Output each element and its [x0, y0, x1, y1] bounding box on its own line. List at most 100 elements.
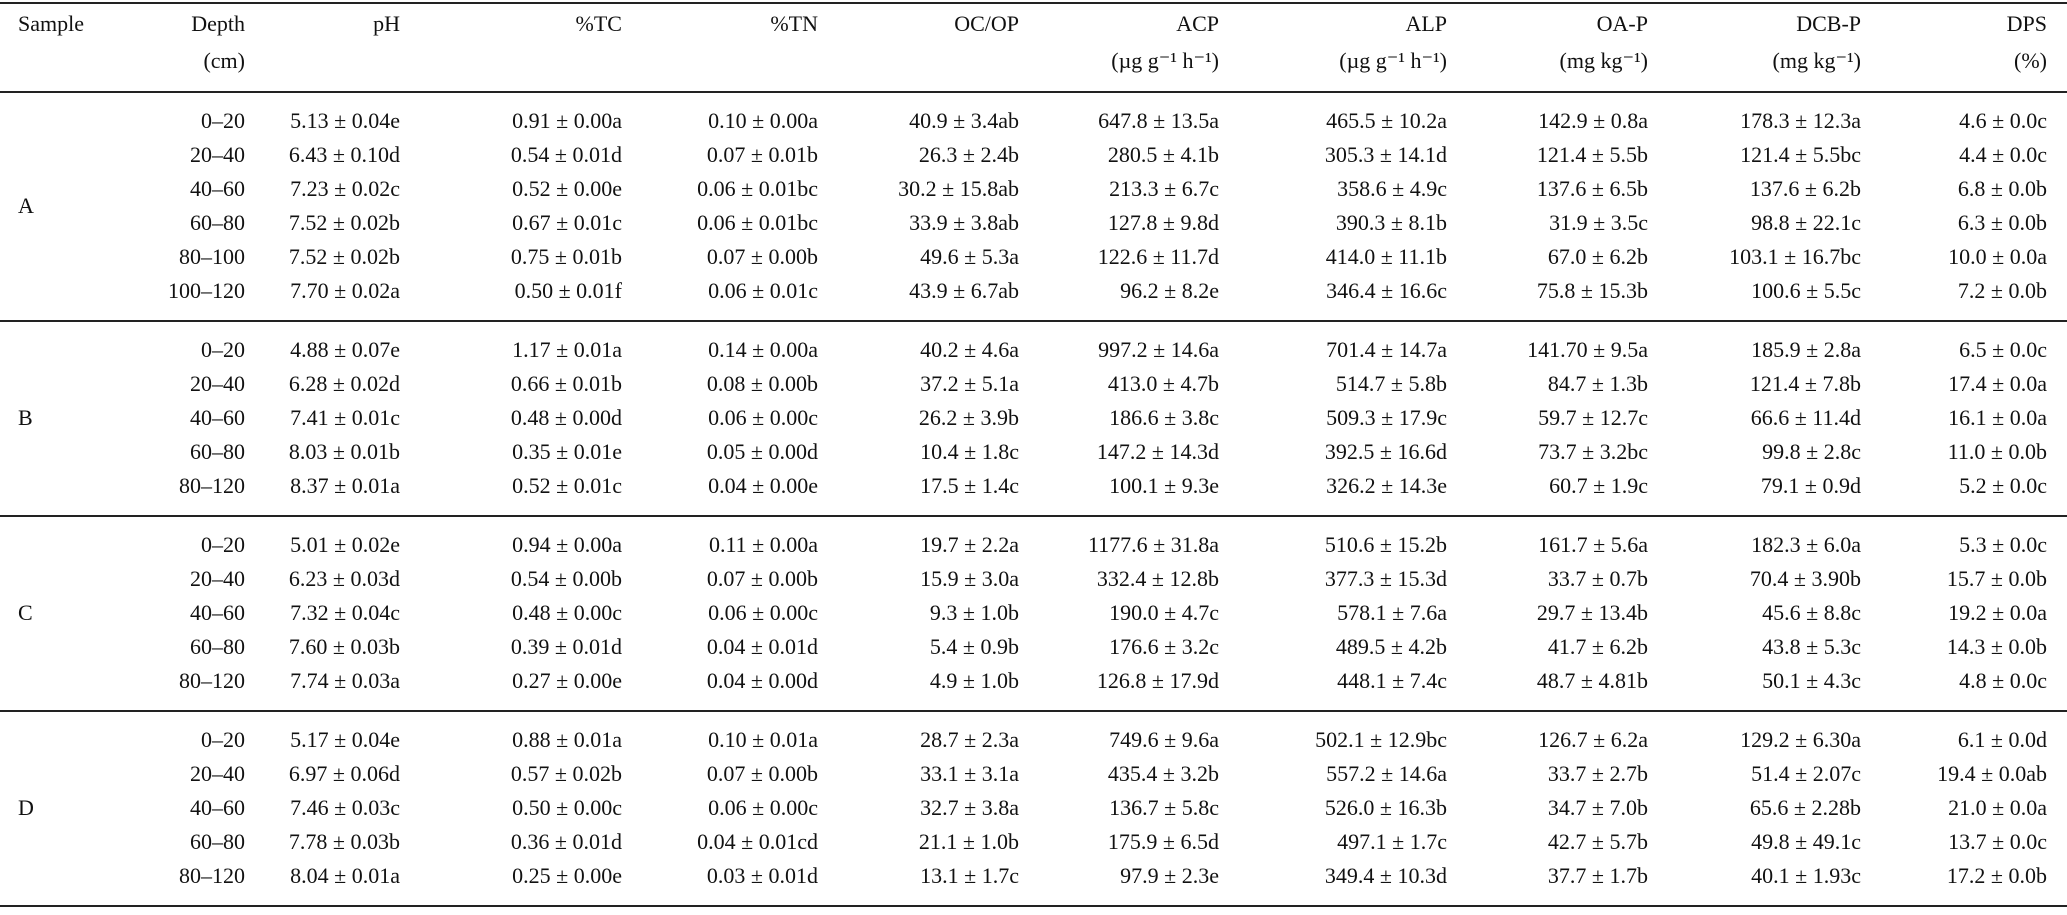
column-unit: (mg kg⁻¹): [1772, 48, 1861, 73]
value-cell: 7.32 ± 0.04c: [290, 600, 400, 625]
value-cell: 19.2 ± 0.0a: [1948, 600, 2047, 625]
column-header: ACP: [1176, 11, 1219, 36]
value-cell: 701.4 ± 14.7a: [1326, 337, 1447, 362]
value-cell: 7.60 ± 0.03b: [288, 634, 400, 659]
value-cell: 6.5 ± 0.0c: [1959, 337, 2047, 362]
depth-cell: 40–60: [190, 405, 245, 430]
depth-cell: 20–40: [190, 371, 245, 396]
value-cell: 147.2 ± 14.3d: [1096, 439, 1219, 464]
value-cell: 647.8 ± 13.5a: [1098, 108, 1219, 133]
value-cell: 8.37 ± 0.01a: [290, 473, 400, 498]
value-cell: 127.8 ± 9.8d: [1107, 210, 1219, 235]
value-cell: 100.6 ± 5.5c: [1751, 278, 1861, 303]
value-cell: 8.04 ± 0.01a: [290, 863, 400, 888]
value-cell: 0.03 ± 0.01d: [706, 863, 818, 888]
value-cell: 0.10 ± 0.00a: [708, 108, 818, 133]
value-cell: 502.1 ± 12.9bc: [1315, 727, 1447, 752]
value-cell: 100.1 ± 9.3e: [1109, 473, 1219, 498]
value-cell: 497.1 ± 1.7c: [1337, 829, 1447, 854]
value-cell: 6.97 ± 0.06d: [288, 761, 400, 786]
value-cell: 98.8 ± 22.1c: [1751, 210, 1861, 235]
value-cell: 103.1 ± 16.7bc: [1729, 244, 1861, 269]
value-cell: 26.2 ± 3.9b: [918, 405, 1019, 430]
value-cell: 997.2 ± 14.6a: [1098, 337, 1219, 362]
value-cell: 0.39 ± 0.01d: [510, 634, 622, 659]
value-cell: 17.2 ± 0.0b: [1946, 863, 2047, 888]
value-cell: 0.10 ± 0.01a: [708, 727, 818, 752]
value-cell: 7.41 ± 0.01c: [290, 405, 400, 430]
value-cell: 0.05 ± 0.00d: [706, 439, 818, 464]
value-cell: 0.04 ± 0.00d: [706, 668, 818, 693]
value-cell: 514.7 ± 5.8b: [1335, 371, 1447, 396]
value-cell: 126.7 ± 6.2a: [1538, 727, 1648, 752]
value-cell: 377.3 ± 15.3d: [1324, 566, 1447, 591]
value-cell: 0.91 ± 0.00a: [512, 108, 622, 133]
value-cell: 7.78 ± 0.03b: [288, 829, 400, 854]
value-cell: 37.2 ± 5.1a: [920, 371, 1019, 396]
value-cell: 40.2 ± 4.6a: [920, 337, 1019, 362]
column-unit: (cm): [203, 48, 245, 73]
value-cell: 26.3 ± 2.4b: [918, 142, 1019, 167]
value-cell: 392.5 ± 16.6d: [1324, 439, 1447, 464]
value-cell: 65.6 ± 2.28b: [1749, 795, 1861, 820]
sample-label: C: [18, 600, 33, 625]
value-cell: 37.7 ± 1.7b: [1547, 863, 1648, 888]
column-unit: (µg g⁻¹ h⁻¹): [1339, 48, 1447, 73]
depth-cell: 40–60: [190, 600, 245, 625]
depth-cell: 60–80: [190, 439, 245, 464]
column-unit: (%): [2014, 48, 2047, 73]
value-cell: 4.88 ± 0.07e: [290, 337, 400, 362]
value-cell: 97.9 ± 2.3e: [1120, 863, 1219, 888]
value-cell: 0.75 ± 0.01b: [510, 244, 622, 269]
depth-cell: 20–40: [190, 761, 245, 786]
value-cell: 137.6 ± 6.2b: [1749, 176, 1861, 201]
bottom-rule: [0, 905, 2067, 907]
value-cell: 1.17 ± 0.01a: [512, 337, 622, 362]
value-cell: 6.23 ± 0.03d: [288, 566, 400, 591]
value-cell: 0.48 ± 0.00c: [512, 600, 622, 625]
value-cell: 0.04 ± 0.01d: [706, 634, 818, 659]
depth-cell: 80–120: [179, 473, 245, 498]
value-cell: 413.0 ± 4.7b: [1107, 371, 1219, 396]
value-cell: 40.1 ± 1.93c: [1751, 863, 1861, 888]
value-cell: 178.3 ± 12.3a: [1740, 108, 1861, 133]
depth-cell: 40–60: [190, 795, 245, 820]
value-cell: 29.7 ± 13.4b: [1536, 600, 1648, 625]
value-cell: 0.35 ± 0.01e: [512, 439, 622, 464]
value-cell: 0.04 ± 0.00e: [708, 473, 818, 498]
value-cell: 0.50 ± 0.01f: [514, 278, 622, 303]
value-cell: 5.4 ± 0.9b: [929, 634, 1019, 659]
value-cell: 7.46 ± 0.03c: [290, 795, 400, 820]
depth-cell: 100–120: [168, 278, 245, 303]
value-cell: 213.3 ± 6.7c: [1109, 176, 1219, 201]
depth-cell: 60–80: [190, 634, 245, 659]
value-cell: 5.3 ± 0.0c: [1959, 532, 2047, 557]
depth-cell: 0–20: [201, 108, 245, 133]
column-header: pH: [373, 11, 400, 36]
value-cell: 6.3 ± 0.0b: [1957, 210, 2047, 235]
value-cell: 489.5 ± 4.2b: [1335, 634, 1447, 659]
column-header: %TN: [770, 11, 818, 36]
value-cell: 0.07 ± 0.00b: [706, 244, 818, 269]
value-cell: 13.7 ± 0.0c: [1948, 829, 2047, 854]
value-cell: 48.7 ± 4.81b: [1536, 668, 1648, 693]
value-cell: 7.2 ± 0.0b: [1957, 278, 2047, 303]
value-cell: 136.7 ± 5.8c: [1109, 795, 1219, 820]
value-cell: 122.6 ± 11.7d: [1097, 244, 1219, 269]
value-cell: 578.1 ± 7.6a: [1337, 600, 1447, 625]
value-cell: 0.52 ± 0.00e: [512, 176, 622, 201]
value-cell: 15.7 ± 0.0b: [1946, 566, 2047, 591]
value-cell: 390.3 ± 8.1b: [1335, 210, 1447, 235]
value-cell: 121.4 ± 5.5bc: [1740, 142, 1861, 167]
value-cell: 5.2 ± 0.0c: [1959, 473, 2047, 498]
value-cell: 32.7 ± 3.8a: [920, 795, 1019, 820]
value-cell: 75.8 ± 15.3b: [1536, 278, 1648, 303]
value-cell: 4.8 ± 0.0c: [1959, 668, 2047, 693]
value-cell: 6.1 ± 0.0d: [1957, 727, 2047, 752]
value-cell: 33.9 ± 3.8ab: [909, 210, 1019, 235]
depth-cell: 80–120: [179, 863, 245, 888]
value-cell: 17.4 ± 0.0a: [1948, 371, 2047, 396]
value-cell: 0.06 ± 0.01bc: [697, 210, 818, 235]
value-cell: 7.70 ± 0.02a: [290, 278, 400, 303]
value-cell: 414.0 ± 11.1b: [1325, 244, 1447, 269]
